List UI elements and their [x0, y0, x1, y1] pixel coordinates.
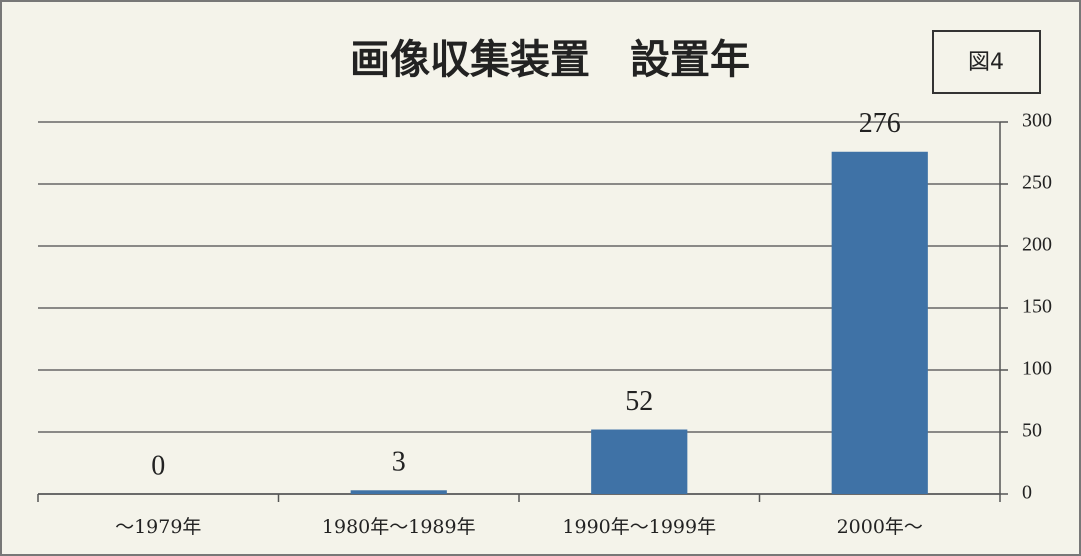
data-label: 276 [859, 108, 901, 139]
x-tick-label: ～1979年 [115, 516, 201, 538]
y-tick-label: 100 [1022, 358, 1052, 380]
y-tick-label: 50 [1022, 420, 1042, 442]
x-tick-label: 1980年～1989年 [322, 516, 476, 538]
y-tick-label: 0 [1022, 482, 1032, 504]
data-label: 3 [392, 447, 406, 478]
data-label: 52 [625, 386, 653, 417]
y-tick-label: 300 [1022, 110, 1052, 132]
x-tick-label: 2000年～ [837, 516, 923, 538]
y-tick-label: 250 [1022, 172, 1052, 194]
bar [591, 429, 688, 494]
annotation: 図4 [968, 50, 1004, 75]
x-tick-label: 1990年～1999年 [562, 516, 716, 538]
bar [831, 151, 928, 494]
bar [350, 490, 447, 494]
data-label: 0 [151, 450, 165, 481]
y-tick-label: 150 [1022, 296, 1052, 318]
y-tick-label: 200 [1022, 234, 1052, 256]
annotation-box [932, 30, 1041, 94]
chart-title: 画像収集装置 設置年 [350, 37, 750, 83]
